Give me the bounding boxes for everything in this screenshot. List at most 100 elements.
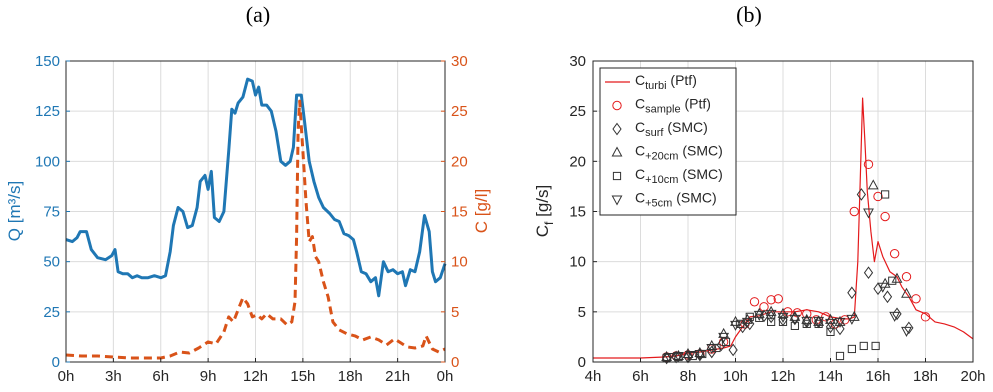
panel-a-y-axis-right-label: C [g/l] [472, 189, 491, 233]
legend-box [599, 67, 737, 216]
circle-point [873, 191, 883, 202]
triangle-down-point [753, 310, 765, 321]
panel-b: 4h 6h 8h 10h 12h 14h 16h 18h 20h 0 5 10 15 20 25 30 Cf… [533, 53, 986, 385]
x-tick-label: 4h [585, 368, 602, 385]
square-point [745, 312, 754, 321]
triangle-up-point [789, 310, 801, 321]
y-tick-label: 20 [569, 153, 586, 170]
triangle-down-point [718, 332, 730, 343]
legend-square-swatch [612, 171, 622, 181]
concentration-line [65, 99, 446, 360]
legend-item: C+10cm (SMC) [612, 166, 723, 186]
square-point [888, 276, 897, 285]
y-tick-label-right: 10 [451, 254, 468, 271]
legend-label: C+20cm (SMC) [635, 143, 723, 163]
triangle-up-point [673, 349, 684, 360]
legend-circle-swatch [612, 100, 622, 111]
triangle-down-point [741, 317, 753, 328]
legend-label: Csurf (SMC) [635, 119, 708, 139]
x-tick-label: 3h [105, 368, 122, 385]
diamond-point [863, 266, 874, 280]
circle-point [849, 206, 859, 217]
triangle-down-point [673, 351, 684, 363]
x-tick-label: 21h [385, 368, 410, 385]
triangle-down-point [789, 314, 801, 325]
panel-b-y-axis-label: Cf [g/s] [533, 185, 556, 237]
y-tick-label-left: 125 [35, 103, 60, 120]
circle-point [863, 159, 874, 170]
triangle-up-point [706, 339, 718, 350]
triangle-down-point [813, 316, 825, 327]
triangle-down-point [846, 314, 858, 325]
panel-a-x-ticks: 0h 3h 6h 9h 12h 15h 18h 21h 0h [58, 358, 453, 385]
y-tick-label: 10 [569, 254, 586, 271]
triangle-down-point [901, 326, 912, 337]
square-point [847, 344, 856, 354]
y-tick-label-right: 0 [451, 354, 459, 371]
diamond-point [856, 188, 866, 201]
y-tick-label: 30 [569, 53, 586, 70]
x-tick-label: 9h [200, 368, 217, 385]
panel-a: 0h 3h 6h 9h 12h 15h 18h 21h 0h 0255075100125150 … [5, 53, 491, 385]
circle-point [766, 295, 776, 305]
square-point [778, 317, 788, 326]
diamond-point [835, 322, 845, 336]
square-point [755, 313, 764, 322]
legend-item: C+20cm (SMC) [611, 143, 723, 163]
square-point [814, 319, 823, 328]
diamond-point [882, 290, 893, 304]
square-point [871, 341, 880, 351]
panel-a-y-ticks-left: 0 25 50 75 100 125 150 [35, 53, 70, 371]
x-tick-label: 12h [770, 368, 795, 385]
x-tick-label: 10h [723, 368, 748, 385]
circle-point [783, 307, 793, 317]
y-tick-label-left: 100 [35, 153, 60, 170]
x-tick-label: 12h [243, 368, 268, 385]
panel-label-a: (a) [246, 2, 270, 27]
legend-item: C+5cm (SMC) [611, 190, 717, 210]
legend-triangle-down-swatch [611, 195, 623, 206]
diamond-point [904, 321, 914, 335]
panel-a-y-axis-left-label: Q [m³/s] [5, 181, 24, 241]
x-tick-label: 6h [632, 368, 649, 385]
x-tick-label: 15h [290, 368, 315, 385]
y-tick-label: 25 [569, 103, 586, 120]
square-point [736, 319, 745, 328]
y-tick-label-right: 25 [451, 103, 468, 120]
triangle-down-point [694, 349, 706, 361]
x-tick-label: 8h [680, 368, 697, 385]
triangle-up-point [682, 347, 694, 358]
x-tick-label: 18h [338, 368, 363, 385]
circle-point [749, 297, 760, 307]
triangle-down-point [777, 312, 789, 323]
diamond-point [892, 307, 902, 321]
square-point [881, 190, 890, 199]
panel-a-series [65, 77, 447, 360]
diamond-point [847, 286, 857, 300]
square-point [790, 321, 799, 330]
legend-diamond-swatch [612, 122, 622, 136]
circle-point [880, 211, 890, 222]
x-tick-label: 0h [58, 368, 75, 385]
x-tick-label: 20h [960, 368, 985, 385]
square-point [688, 351, 697, 361]
y-tick-label: 15 [569, 204, 586, 221]
triangle-down-point [825, 318, 836, 329]
triangle-up-point [753, 307, 765, 318]
triangle-down-point [663, 352, 675, 364]
x-tick-label: 18h [913, 368, 938, 385]
triangle-up-point [834, 315, 846, 326]
diamond-point [728, 343, 738, 357]
y-tick-label-right: 5 [451, 304, 459, 321]
legend-item: Csample (Ptf) [612, 96, 711, 116]
triangle-up-point [901, 287, 912, 298]
legend-item: Csurf (SMC) [612, 119, 708, 139]
panel-b-y-ticks: 0 5 10 15 20 25 30 [569, 53, 597, 371]
square-point [859, 341, 868, 351]
x-tick-label: 14h [818, 368, 843, 385]
triangle-up-point [694, 346, 706, 357]
square-point [802, 319, 811, 328]
triangle-up-point [661, 350, 673, 361]
triangle-down-point [834, 317, 846, 328]
